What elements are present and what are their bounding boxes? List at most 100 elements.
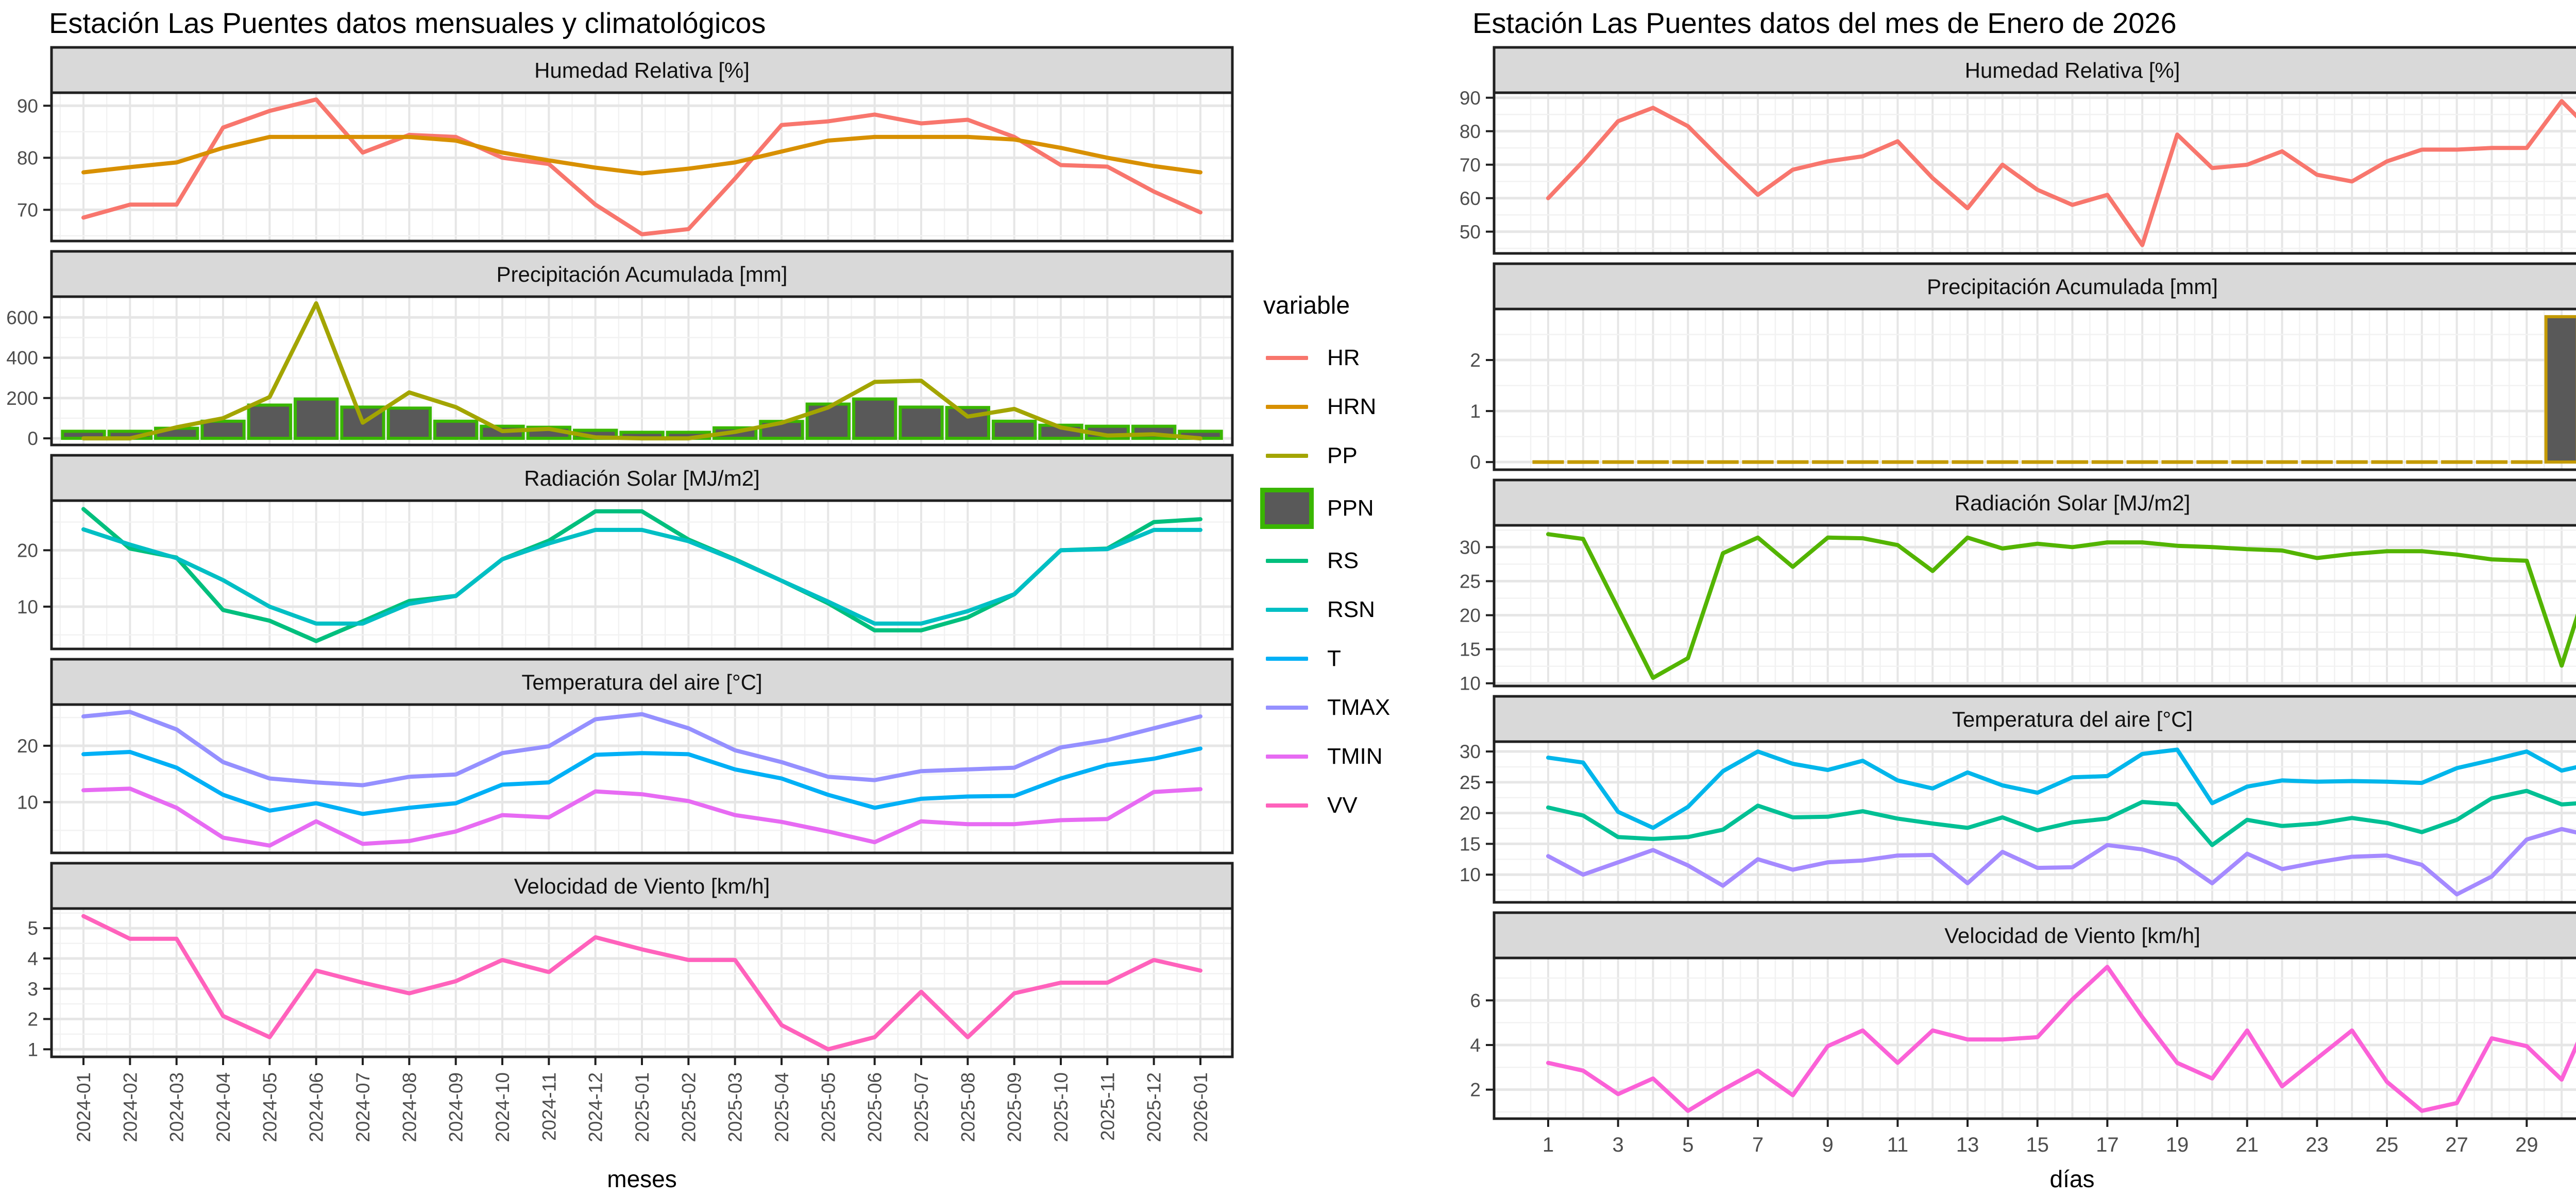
y-tick-label: 70: [1460, 155, 1481, 176]
series-HR-monthly: [81, 97, 1202, 236]
series-VV-monthly: [81, 914, 1202, 1052]
legend-entry-TMAX: TMAX: [1260, 683, 1440, 732]
x-axis-monthly: 2024-01 2024-02 2024-03 2024-04 2024-05 2024-…: [73, 1057, 1211, 1142]
figure-title-daily: Estación Las Puentes datos del mes de En…: [1472, 7, 2177, 39]
y-tick-label: 0: [1470, 452, 1481, 473]
legend-swatch-line: [1260, 355, 1314, 360]
series-T-monthly: [81, 746, 1202, 816]
panel-monthly-4: Velocidad de Viento [km/h] 1 2 3 4 5: [27, 862, 1234, 1060]
y-tick-label: 10: [1460, 673, 1481, 694]
x-tick-label: 2024-10: [492, 1072, 513, 1142]
y-tick-label: 30: [1460, 741, 1481, 762]
x-tick-label: 2026-01: [1190, 1072, 1211, 1142]
legend-swatch-line: [1260, 803, 1314, 808]
y-tick-label: 2: [1470, 1080, 1481, 1101]
series-HRN-monthly: [81, 134, 1202, 176]
y-tick-label: 2: [27, 1009, 38, 1030]
y-tick-label: 10: [1460, 864, 1481, 885]
panel-strip-label: Temperatura del aire [°C]: [1952, 707, 2193, 731]
panel-monthly-3: Temperatura del aire [°C] 10 20: [17, 658, 1234, 854]
panel-daily-0: Humedad Relativa [%] 50 60 70 80 90: [1460, 46, 2576, 255]
series-T-daily: [1546, 789, 2576, 847]
x-tick-label: 21: [2235, 1134, 2259, 1156]
legend-label: RS: [1327, 547, 1359, 573]
y-tick-label: 10: [17, 792, 38, 813]
y-tick-label: 600: [6, 307, 38, 328]
panel-daily-1: Precipitación Acumulada [mm] 0 1 2: [1470, 262, 2576, 473]
legend-entry-VV: VV: [1260, 781, 1440, 830]
panel-monthly-2: Radiación Solar [MJ/m2] 10 20: [17, 454, 1234, 650]
y-tick-label: 30: [1460, 537, 1481, 558]
series-TMAX-monthly: [81, 710, 1202, 787]
panel-daily-4: Velocidad de Viento [km/h] 2 4 6: [1470, 911, 2576, 1120]
legend-title: variable: [1263, 292, 1350, 319]
legend-label: T: [1327, 645, 1341, 671]
y-tick-label: 60: [1460, 188, 1481, 209]
x-tick-label: 15: [2026, 1134, 2049, 1156]
panel-strip-label: Precipitación Acumulada [mm]: [1927, 275, 2218, 299]
figure-monthly: Humedad Relativa [%] 70 80 90 Precipitación …: [6, 46, 1234, 1142]
legend-swatch-bar: [1260, 487, 1314, 529]
y-tick-label: 20: [1460, 803, 1481, 824]
legend-swatch-line: [1260, 705, 1314, 710]
y-tick-label: 0: [27, 428, 38, 449]
x-tick-label: 3: [1613, 1134, 1624, 1156]
x-tick-label: 2025-05: [818, 1072, 839, 1142]
x-axis-title-dias: días: [2049, 1166, 2095, 1192]
x-tick-label: 2024-03: [166, 1072, 188, 1142]
x-tick-label: 25: [2376, 1134, 2399, 1156]
y-tick-label: 6: [1470, 990, 1481, 1011]
x-tick-label: 2025-11: [1097, 1072, 1118, 1141]
panel-strip: [50, 862, 1234, 910]
y-tick-label: 80: [17, 147, 38, 168]
y-tick-label: 4: [27, 948, 38, 969]
x-axis-title-meses: meses: [607, 1166, 677, 1192]
legend-entry-HRN: HRN: [1260, 382, 1440, 431]
x-tick-label: 27: [2445, 1134, 2468, 1156]
series-TMIN-daily: [1546, 827, 2576, 897]
legend-monthly: variable HR HRN PP PPN RS RSN T TMAX TMIN VV: [1260, 292, 1440, 830]
y-tick-label: 1: [27, 1039, 38, 1060]
x-tick-label: 1: [1543, 1134, 1554, 1156]
series-TMIN-monthly: [81, 786, 1202, 848]
x-tick-label: 29: [2515, 1134, 2538, 1156]
x-tick-label: 2025-10: [1050, 1072, 1072, 1142]
x-tick-label: 2024-07: [352, 1072, 374, 1142]
panel-strip-label: Velocidad de Viento [km/h]: [514, 874, 770, 898]
x-tick-label: 2024-05: [259, 1072, 280, 1142]
legend-label: TMIN: [1327, 743, 1383, 769]
legend-label: HR: [1327, 345, 1360, 370]
legend-entry-T: T: [1260, 634, 1440, 683]
panel-strip: [1493, 46, 2576, 94]
y-tick-label: 20: [17, 735, 38, 757]
figure-title-monthly: Estación Las Puentes datos mensuales y c…: [49, 7, 766, 39]
x-tick-label: 13: [1956, 1134, 1979, 1156]
x-tick-label: 2024-09: [446, 1072, 467, 1142]
panel-strip: [1493, 695, 2576, 743]
legend-entry-TMIN: TMIN: [1260, 732, 1440, 781]
x-tick-label: 2024-02: [120, 1072, 141, 1142]
figure-daily: Humedad Relativa [%]5060708090Precipitac…: [1460, 46, 2576, 1156]
y-tick-label: 25: [1460, 772, 1481, 793]
series-TMAX-daily: [1546, 747, 2576, 830]
panel-strip-label: Radiación Solar [MJ/m2]: [524, 466, 760, 490]
panel-daily-3: Temperatura del aire [°C] 10 15 20 25 30: [1460, 695, 2576, 904]
x-tick-label: 2025-04: [771, 1072, 792, 1142]
panel-strip: [50, 658, 1234, 706]
x-axis-daily: 135791113151719212325272931: [1543, 1119, 2538, 1156]
y-tick-label: 50: [1460, 221, 1481, 243]
y-tick-label: 25: [1460, 571, 1481, 592]
legend-entries: HR HRN PP PPN RS RSN T TMAX TMIN VV: [1260, 333, 1440, 830]
legend-entry-PPN: PPN: [1260, 480, 1440, 536]
y-tick-label: 20: [1460, 605, 1481, 626]
y-tick-label: 15: [1460, 833, 1481, 854]
x-tick-label: 2024-04: [213, 1072, 234, 1142]
x-tick-label: 2024-12: [585, 1072, 606, 1142]
bars-PP: [1532, 315, 2576, 464]
legend-swatch-line: [1260, 656, 1314, 661]
panel-strip: [50, 454, 1234, 502]
legend-swatch-line: [1260, 558, 1314, 563]
y-tick-label: 400: [6, 348, 38, 369]
y-tick-label: 90: [17, 95, 38, 116]
x-tick-label: 7: [1752, 1134, 1764, 1156]
